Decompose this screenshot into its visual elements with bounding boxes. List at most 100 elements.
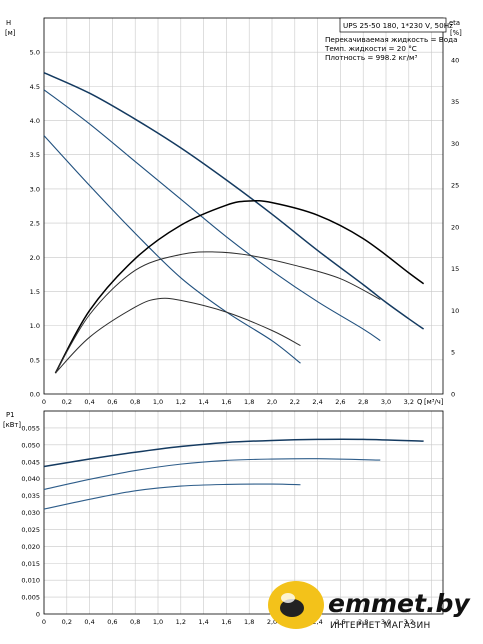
power-tick-label: 0,035 xyxy=(21,492,40,500)
x-tick-label: 0 xyxy=(42,398,46,406)
power-x-tick-label: 0,4 xyxy=(84,618,94,626)
head-axis-unit: [м] xyxy=(5,29,16,37)
power-x-tick-label: 2,6 xyxy=(335,618,345,626)
x-tick-label: 0,2 xyxy=(62,398,72,406)
head-tick-label: 4.0 xyxy=(30,117,40,125)
x-tick-label: 1,2 xyxy=(176,398,186,406)
efficiency-curve-speed-2 xyxy=(54,251,381,374)
eta-tick-label: 40 xyxy=(451,56,459,64)
logo-text: emmet.by xyxy=(328,589,471,618)
head-tick-label: 5.0 xyxy=(30,49,40,57)
power-tick-label: 0,050 xyxy=(21,441,40,449)
head-curve-speed-3 xyxy=(43,72,425,330)
eta-tick-label: 25 xyxy=(451,182,459,190)
flow-axis-label: Q xyxy=(417,398,422,406)
power-tick-label: 0 xyxy=(36,611,40,619)
grid xyxy=(43,17,443,614)
pump-model: UPS 25-50 180, 1*230 V, 50Hz xyxy=(343,21,453,30)
logo: emmet.by ИНТЕРНЕТ МАГАЗИН xyxy=(268,581,471,631)
x-tick-label: 1,0 xyxy=(153,398,163,406)
head-curve-speed-2 xyxy=(43,89,381,342)
tick-labels: 0 0,2 0,4 0,6 0,8 1,0 1,2 1,4 1,6 1,8 2,0 2,2 2,4 2,6… xyxy=(21,49,459,626)
x-tick-label: 0,4 xyxy=(84,398,94,406)
x-tick-label: 1,4 xyxy=(198,398,208,406)
power-curve-speed-1 xyxy=(43,483,301,510)
head-tick-label: 0.0 xyxy=(30,391,40,399)
bottom-plot-frame xyxy=(43,410,444,615)
eta-tick-label: 35 xyxy=(451,98,459,106)
efficiency-curve-speed-3 xyxy=(54,199,425,374)
logo-bee-body xyxy=(280,599,304,617)
power-x-tick-label: 2,4 xyxy=(312,618,322,626)
power-x-tick-label: 3,2 xyxy=(404,618,414,626)
head-curve-speed-1 xyxy=(43,135,301,364)
eta-axis-label: eta xyxy=(449,19,460,27)
info-title-box xyxy=(339,17,447,33)
power-tick-label: 0,055 xyxy=(21,424,40,432)
power-x-tick-label: 1,6 xyxy=(221,618,231,626)
flow-axis-unit: [м³/ч] xyxy=(424,398,444,406)
power-x-tick-label: 1,4 xyxy=(198,618,208,626)
eta-tick-label: 20 xyxy=(451,223,459,231)
power-tick-label: 0,025 xyxy=(21,526,40,534)
top-plot-frame xyxy=(43,17,444,395)
power-x-tick-label: 0,8 xyxy=(130,618,140,626)
curves xyxy=(43,72,425,510)
power-x-tick-label: 1,0 xyxy=(153,618,163,626)
power-x-tick-label: 0,2 xyxy=(62,618,72,626)
head-tick-label: 4.5 xyxy=(30,83,40,91)
power-tick-label: 0,040 xyxy=(21,475,40,483)
eta-tick-label: 0 xyxy=(451,391,455,399)
x-tick-label: 2,0 xyxy=(267,398,277,406)
power-curve-speed-2 xyxy=(43,458,381,491)
eta-tick-label: 10 xyxy=(451,307,459,315)
power-x-tick-label: 0,6 xyxy=(107,618,117,626)
power-x-tick-label: 0 xyxy=(42,618,46,626)
eta-tick-label: 5 xyxy=(451,349,455,357)
power-x-tick-label: 1,8 xyxy=(244,618,254,626)
info-line-temperature: Темп. жидкости = 20 °C xyxy=(324,44,417,53)
x-tick-label: 2,6 xyxy=(335,398,345,406)
power-axis-unit: [кВт] xyxy=(3,421,21,429)
head-axis-label: H xyxy=(6,19,11,27)
x-tick-label: 2,2 xyxy=(290,398,300,406)
power-tick-label: 0,045 xyxy=(21,458,40,466)
power-x-tick-label: 3,0 xyxy=(381,618,391,626)
head-tick-label: 3.5 xyxy=(30,151,40,159)
x-tick-label: 3,0 xyxy=(381,398,391,406)
logo-bee-wing xyxy=(281,593,295,603)
power-tick-label: 0,020 xyxy=(21,543,40,551)
power-axis-label: P1 xyxy=(6,411,14,419)
eta-tick-label: 15 xyxy=(451,265,459,273)
power-curve-speed-3 xyxy=(43,438,424,468)
logo-subtext: ИНТЕРНЕТ МАГАЗИН xyxy=(330,621,431,631)
x-tick-label: 2,4 xyxy=(312,398,322,406)
x-tick-label: 0,6 xyxy=(107,398,117,406)
power-x-tick-label: 2,0 xyxy=(267,618,277,626)
info-line-liquid: Перекачиваемая жидкость = Вода xyxy=(325,35,458,44)
x-tick-label: 1,6 xyxy=(221,398,231,406)
head-tick-label: 1.0 xyxy=(30,322,40,330)
eta-tick-label: 30 xyxy=(451,140,459,148)
power-tick-label: 0,005 xyxy=(21,594,40,602)
info-box: UPS 25-50 180, 1*230 V, 50Hz Перекачивае… xyxy=(324,17,458,62)
power-tick-label: 0,015 xyxy=(21,560,40,568)
efficiency-curve-speed-1 xyxy=(55,297,301,374)
head-tick-label: 1.5 xyxy=(30,288,40,296)
power-tick-label: 0,010 xyxy=(21,577,40,585)
head-tick-label: 2.0 xyxy=(30,254,40,262)
x-tick-label: 0,8 xyxy=(130,398,140,406)
axes xyxy=(43,17,444,615)
power-tick-label: 0,030 xyxy=(21,509,40,517)
head-tick-label: 3.0 xyxy=(30,185,40,193)
x-tick-label: 1,8 xyxy=(244,398,254,406)
eta-axis-unit: [%] xyxy=(450,29,462,37)
info-line-density: Плотность = 998.2 кг/м³ xyxy=(325,53,417,62)
x-tick-label: 2,8 xyxy=(358,398,368,406)
power-x-tick-label: 1,2 xyxy=(176,618,186,626)
x-tick-label: 3,2 xyxy=(404,398,414,406)
head-tick-label: 2.5 xyxy=(30,220,40,228)
power-x-tick-label: 2,8 xyxy=(358,618,368,626)
